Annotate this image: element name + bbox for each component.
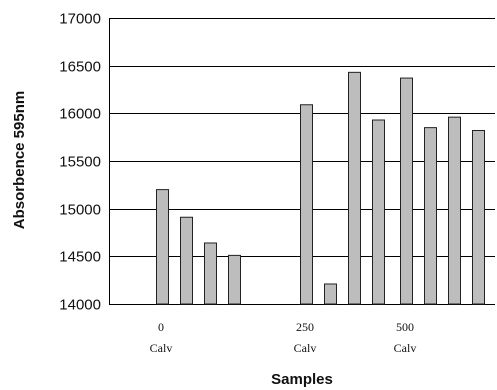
bar-group1-2 bbox=[349, 72, 361, 304]
bar-group2-1 bbox=[425, 128, 437, 304]
x-category-labels: 0 Calv 250 Calv 500 Calv bbox=[150, 320, 417, 355]
bar-group0-1 bbox=[181, 217, 193, 304]
y-tick-label: 16000 bbox=[59, 106, 101, 123]
y-axis-title: Absorbence 595nm bbox=[11, 91, 28, 229]
category-label-value: 0 bbox=[158, 320, 164, 334]
category-label-value: 250 bbox=[296, 320, 314, 334]
bar-group2-3 bbox=[473, 130, 485, 304]
y-tick-labels: 14000 14500 15000 15500 16000 16500 17000 bbox=[59, 11, 101, 314]
bar-group2-2 bbox=[449, 117, 461, 304]
category-label-value: 500 bbox=[396, 320, 414, 334]
category-label-unit: Calv bbox=[294, 341, 317, 355]
category-label-unit: Calv bbox=[394, 341, 417, 355]
y-tick-label: 14000 bbox=[59, 297, 101, 314]
bar-group0-0 bbox=[157, 190, 169, 304]
bar-group2-0 bbox=[401, 78, 413, 304]
y-tick-label: 14500 bbox=[59, 249, 101, 266]
bar-group1-1 bbox=[325, 284, 337, 304]
y-tick-label: 17000 bbox=[59, 11, 101, 28]
bars bbox=[157, 72, 485, 304]
category-label-unit: Calv bbox=[150, 341, 173, 355]
y-tick-label: 15500 bbox=[59, 154, 101, 171]
y-tick-label: 15000 bbox=[59, 202, 101, 219]
bar-group1-3 bbox=[373, 120, 385, 304]
bar-group0-3 bbox=[229, 255, 241, 304]
bar-group1-0 bbox=[301, 105, 313, 304]
bar-group0-2 bbox=[205, 243, 217, 304]
y-tick-label: 16500 bbox=[59, 59, 101, 76]
x-axis-title: Samples bbox=[271, 371, 333, 388]
